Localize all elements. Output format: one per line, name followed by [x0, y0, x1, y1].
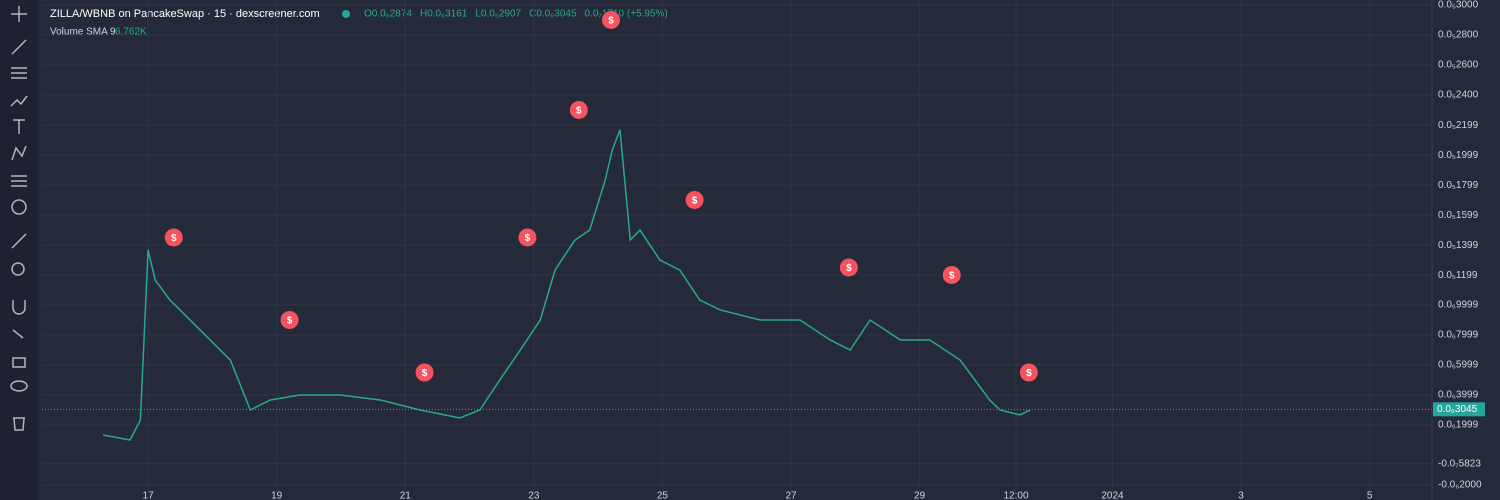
ohlc-value: O0.0₆2874: [364, 9, 412, 20]
brush-tool[interactable]: [10, 95, 28, 107]
trade-marker-label: $: [422, 368, 428, 379]
x-tick-label: 27: [785, 491, 797, 500]
trade-marker-label: $: [287, 316, 293, 327]
trade-marker-label: $: [608, 16, 614, 27]
trash-tool[interactable]: [13, 417, 25, 431]
y-tick-label: 0.0₅1399: [1438, 240, 1479, 251]
y-tick-label: -0.0₆2000: [1438, 480, 1482, 491]
trade-marker-label: $: [576, 106, 582, 117]
y-tick-label: 0.0₅1199: [1438, 270, 1478, 281]
price-line: [102, 129, 1031, 441]
last-price-badge: [1433, 402, 1485, 417]
pair-title: ZILLA/WBNB on PancakeSwap · 15 · dexscre…: [50, 8, 320, 20]
trade-marker: [518, 228, 537, 247]
ohlc-value: H0.0₆3161: [420, 9, 468, 20]
trendline-tool[interactable]: [11, 39, 27, 55]
trade-marker: [839, 258, 858, 277]
trade-marker-label: $: [1026, 368, 1032, 379]
pattern-tool[interactable]: [11, 145, 27, 161]
zoom-tool[interactable]: [11, 262, 25, 276]
y-tick-label: 0.0₅3000: [1438, 0, 1479, 11]
indicator-value: 6.762K: [115, 27, 147, 38]
status-dot: [342, 10, 350, 18]
y-tick-label: 0.0₅1999: [1438, 150, 1479, 161]
x-tick-label: 23: [528, 491, 540, 500]
trade-marker: [1019, 363, 1038, 382]
y-tick-label: -0.0₇5823: [1438, 458, 1481, 469]
text-tool[interactable]: [13, 119, 25, 134]
icon-tool[interactable]: [11, 199, 27, 215]
x-tick-label: 12:00: [1004, 491, 1029, 500]
trade-marker: [601, 10, 620, 29]
trade-marker-label: $: [525, 233, 531, 244]
ruler-tool[interactable]: [11, 233, 27, 249]
x-tick-label: 29: [914, 491, 926, 500]
x-tick-label: 25: [657, 491, 669, 500]
y-tick-label: 0.0₅2199: [1438, 120, 1479, 131]
y-tick-label: 0.0₅2400: [1438, 90, 1479, 101]
ohlc-value: L0.0₆2907: [475, 9, 521, 20]
ohlc-value: 0.0₇1710 (+5.95%): [585, 9, 668, 20]
ohlc-legend: O0.0₆2874 H0.0₆3161 L0.0₆2907 C0.0₆3045 0.0₇…: [364, 9, 668, 20]
ohlc-value: C0.0₆3045: [529, 9, 577, 20]
visibility-tool[interactable]: [10, 380, 28, 392]
lock-tool[interactable]: [12, 357, 26, 368]
y-tick-label: 0.0₆9999: [1438, 300, 1479, 311]
toolbar: [0, 0, 38, 500]
trade-marker: [280, 310, 299, 329]
trade-marker-label: $: [949, 271, 955, 282]
y-tick-label: 0.0₅1599: [1438, 210, 1479, 221]
x-tick-label: 5: [1367, 491, 1373, 500]
indicator-name: Volume SMA 9: [50, 27, 116, 38]
y-tick-label: 0.0₆7999: [1438, 330, 1479, 341]
crosshair-tool[interactable]: [11, 6, 27, 22]
last-price-label: 0.0₆3045: [1437, 404, 1478, 415]
toolbar-icons: [10, 6, 28, 431]
trade-marker: [942, 265, 961, 284]
trade-marker: [415, 363, 434, 382]
lock-drawing-tool[interactable]: [12, 329, 24, 339]
y-tick-label: 0.0₅2800: [1438, 30, 1479, 41]
trade-marker-label: $: [846, 263, 852, 274]
x-tick-label: 2024: [1101, 491, 1124, 500]
x-tick-label: 17: [143, 491, 155, 500]
x-tick-label: 19: [271, 491, 283, 500]
y-tick-label: 0.0₅1799: [1438, 180, 1479, 191]
y-tick-label: 0.0₆1999: [1438, 420, 1479, 431]
trade-marker: [685, 190, 704, 209]
trade-marker: [569, 100, 588, 119]
trade-marker-label: $: [171, 233, 177, 244]
magnet-tool[interactable]: [12, 300, 26, 315]
x-tick-label: 3: [1238, 491, 1244, 500]
y-tick-label: 0.0₆5999: [1438, 360, 1479, 371]
x-tick-label: 21: [400, 491, 412, 500]
y-tick-label: 0.0₆3999: [1438, 390, 1479, 401]
fib-tool[interactable]: [11, 67, 27, 79]
y-tick-label: 0.0₅2600: [1438, 60, 1479, 71]
trade-marker: [164, 228, 183, 247]
trade-marker-label: $: [692, 196, 698, 207]
prediction-tool[interactable]: [11, 175, 27, 187]
